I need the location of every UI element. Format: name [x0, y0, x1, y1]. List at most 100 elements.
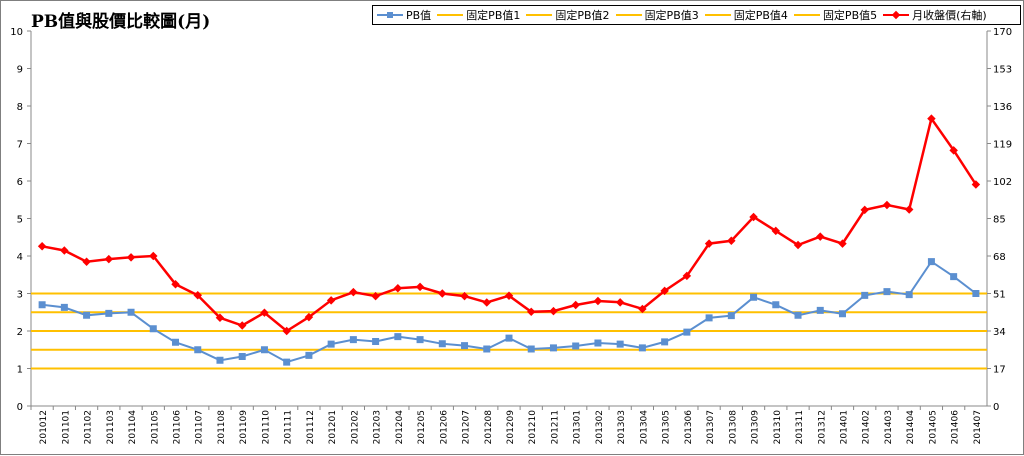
data-point-price	[682, 271, 692, 281]
data-point-pb	[661, 338, 669, 346]
x-tick-label: 201401	[839, 410, 849, 444]
data-point-pb	[683, 328, 691, 336]
legend-item: 固定PB值4	[704, 7, 788, 23]
x-tick-label: 201312	[817, 410, 827, 444]
data-point-pb	[327, 340, 335, 348]
data-point-pb	[127, 308, 135, 316]
y-right-tick-label: 0	[993, 402, 999, 413]
data-point-pb	[483, 345, 491, 353]
x-tick-label: 201107	[195, 410, 205, 444]
data-point-pb	[861, 291, 869, 299]
data-point-pb	[60, 303, 68, 311]
data-point-price	[615, 298, 625, 307]
data-point-pb	[505, 334, 513, 342]
legend-label: 固定PB值4	[733, 9, 788, 22]
data-point-pb	[616, 340, 624, 348]
y-right-tick-label: 102	[993, 177, 1012, 188]
data-point-price	[393, 283, 403, 293]
data-point-price	[193, 291, 202, 300]
data-point-price	[638, 304, 647, 314]
data-point-pb	[638, 344, 646, 352]
x-tick-label: 201210	[528, 410, 538, 445]
y-left-tick-label: 5	[17, 215, 23, 226]
y-left-tick-label: 4	[17, 252, 23, 263]
data-point-pb	[349, 336, 357, 344]
data-point-price	[149, 251, 158, 261]
data-point-pb	[972, 290, 980, 297]
data-point-pb	[105, 309, 113, 317]
x-tick-label: 201106	[173, 410, 183, 445]
legend-label: 固定PB值2	[555, 9, 610, 22]
data-point-price	[593, 296, 603, 306]
y-left-tick-label: 3	[17, 290, 23, 301]
x-tick-label: 201403	[884, 410, 894, 444]
legend-swatch	[704, 10, 731, 20]
y-right-tick-label: 51	[993, 290, 1006, 301]
data-point-price	[571, 300, 580, 310]
x-tick-label: 201105	[150, 410, 160, 444]
y-right-tick-label: 136	[993, 102, 1012, 113]
data-point-price	[349, 287, 358, 297]
x-tick-label: 201306	[684, 410, 694, 445]
legend-swatch	[437, 10, 464, 20]
legend-item: 固定PB值1	[437, 7, 520, 23]
x-tick-label: 201204	[395, 410, 405, 445]
x-tick-label: 201201	[328, 410, 338, 444]
x-tick-label: 201405	[928, 410, 938, 444]
legend-item: PB值	[377, 7, 431, 23]
x-tick-label: 201202	[350, 410, 360, 444]
data-point-price	[82, 257, 91, 266]
legend-swatch	[615, 10, 642, 20]
x-tick-label: 201102	[84, 410, 94, 444]
y-left-tick-label: 10	[10, 27, 23, 38]
x-tick-label: 201207	[462, 410, 472, 444]
data-point-price	[126, 253, 136, 262]
x-tick-label: 201205	[417, 410, 427, 444]
legend-swatch	[526, 10, 553, 20]
chart-title: PB值與股價比較圖(月)	[31, 12, 211, 32]
x-tick-label: 201110	[261, 410, 271, 445]
legend-item: 固定PB值5	[793, 7, 878, 23]
x-tick-label: 201303	[617, 410, 627, 444]
data-point-pb	[772, 301, 780, 309]
x-tick-label: 201402	[862, 410, 872, 444]
data-point-price	[504, 291, 514, 300]
y-right-tick-label: 153	[993, 65, 1012, 76]
chart-legend: PB值 固定PB值1 固定PB值2 固定PB值3 固定PB值4 固定PB值5 月收盤價(右軸…	[372, 5, 1021, 25]
data-point-pb	[927, 258, 935, 266]
data-point-pb	[572, 342, 580, 350]
data-point-price	[237, 321, 247, 330]
y-left-tick-label: 7	[17, 140, 23, 151]
legend-label: PB值	[406, 9, 432, 22]
x-tick-label: 201301	[573, 410, 583, 444]
x-tick-label: 201103	[106, 410, 116, 444]
y-left-tick-label: 1	[17, 365, 23, 376]
x-tick-label: 201404	[906, 410, 916, 445]
legend-item: 固定PB值3	[615, 7, 699, 23]
data-point-price	[304, 312, 314, 322]
x-tick-label: 201308	[728, 410, 738, 445]
x-tick-label: 201206	[439, 410, 449, 445]
y-right-tick-label: 17	[993, 365, 1006, 376]
data-point-pb	[549, 344, 557, 352]
x-tick-label: 201310	[773, 410, 783, 445]
data-point-pb	[438, 340, 446, 348]
data-point-price	[660, 286, 669, 296]
x-tick-label: 201108	[217, 410, 227, 445]
legend-label: 固定PB值5	[822, 9, 878, 22]
data-point-price	[549, 306, 558, 316]
legend-label: 月收盤價(右軸)	[912, 9, 987, 22]
data-point-pb	[750, 293, 758, 301]
y-right-tick-label: 85	[993, 215, 1006, 226]
data-point-price	[371, 291, 380, 301]
data-point-pb	[260, 346, 268, 354]
y-left-tick-label: 9	[17, 65, 23, 76]
x-tick-label: 201309	[751, 410, 761, 445]
y-left-tick-label: 8	[17, 102, 23, 113]
data-point-pb	[283, 358, 291, 366]
data-point-price	[460, 291, 469, 301]
data-point-price	[904, 205, 914, 214]
data-point-pb	[883, 288, 891, 296]
legend-swatch	[377, 10, 403, 20]
